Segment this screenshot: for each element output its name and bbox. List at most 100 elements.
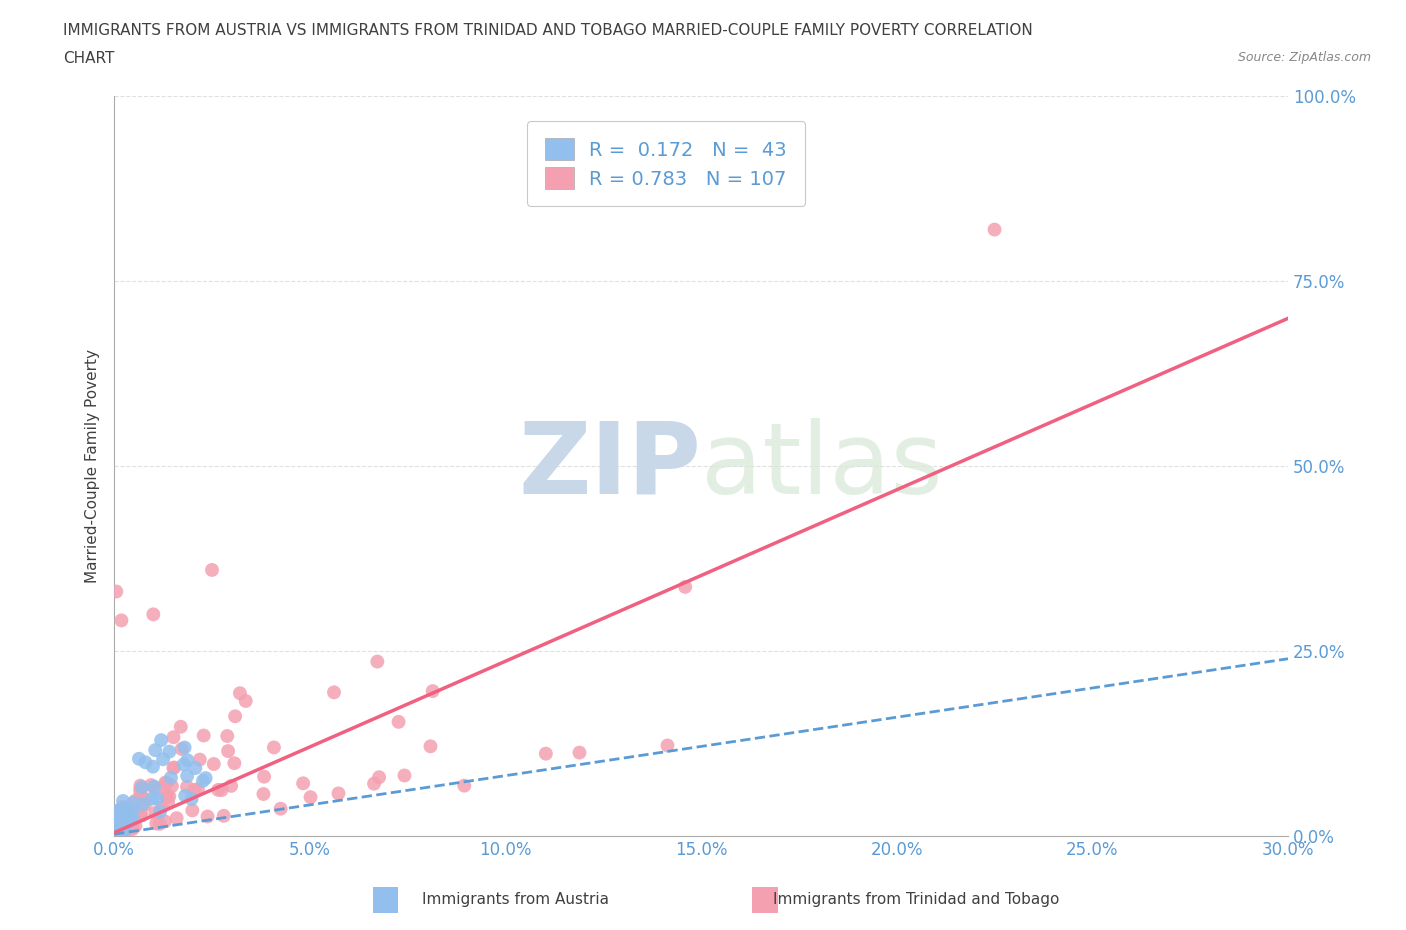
Point [107, 826, 129, 841]
Point [181, 803, 204, 817]
Point [114, 822, 136, 837]
Point [110, 613, 132, 628]
Point [229, 685, 252, 700]
Text: atlas: atlas [702, 418, 942, 515]
Point [568, 745, 591, 760]
Point [115, 803, 138, 817]
Point [124, 809, 146, 824]
Point [117, 801, 139, 816]
Point [129, 782, 152, 797]
Point [328, 786, 350, 801]
Point [108, 813, 131, 828]
Point [108, 806, 131, 821]
Point [323, 684, 346, 699]
Point [111, 800, 134, 815]
Point [117, 814, 139, 829]
Point [122, 795, 145, 810]
Point [104, 826, 127, 841]
Point [202, 756, 225, 771]
Y-axis label: Married-Couple Family Poverty: Married-Couple Family Poverty [86, 350, 100, 583]
Point [156, 789, 179, 804]
Point [142, 759, 165, 774]
Point [120, 819, 142, 834]
Point [112, 804, 135, 819]
Point [103, 828, 125, 843]
Point [217, 728, 239, 743]
Point [124, 793, 146, 808]
Point [104, 809, 127, 824]
Point [117, 809, 139, 824]
Point [194, 771, 217, 786]
Text: CHART: CHART [63, 51, 115, 66]
Point [143, 805, 166, 820]
Point [107, 816, 129, 830]
Point [224, 709, 246, 724]
Point [111, 825, 134, 840]
Point [143, 779, 166, 794]
Point [673, 579, 696, 594]
Point [422, 684, 444, 698]
Point [657, 738, 679, 753]
Point [453, 778, 475, 793]
Point [131, 808, 153, 823]
Point [112, 827, 135, 842]
Point [368, 770, 391, 785]
Point [118, 814, 141, 829]
Point [112, 822, 135, 837]
Point [120, 817, 142, 831]
Point [104, 827, 127, 842]
Point [129, 786, 152, 801]
Point [170, 719, 193, 734]
Text: Immigrants from Austria: Immigrants from Austria [422, 892, 609, 907]
Point [120, 811, 142, 826]
Point [184, 761, 207, 776]
Point [118, 816, 141, 830]
Point [162, 730, 184, 745]
Point [191, 774, 214, 789]
Point [107, 804, 129, 818]
Point [121, 820, 143, 835]
Point [201, 563, 224, 578]
Point [143, 743, 166, 758]
Point [118, 812, 141, 827]
Point [115, 800, 138, 815]
Point [183, 782, 205, 797]
Point [173, 757, 195, 772]
Point [105, 816, 128, 830]
Point [253, 769, 276, 784]
Point [128, 751, 150, 766]
Point [292, 776, 315, 790]
Point [270, 802, 292, 817]
Point [534, 746, 557, 761]
Point [387, 714, 409, 729]
Point [143, 781, 166, 796]
Point [150, 800, 173, 815]
Point [162, 761, 184, 776]
Point [157, 744, 180, 759]
Point [141, 791, 163, 806]
Text: Immigrants from Trinidad and Tobago: Immigrants from Trinidad and Tobago [773, 892, 1060, 907]
Point [117, 801, 139, 816]
Point [263, 740, 285, 755]
Point [419, 739, 441, 754]
Text: IMMIGRANTS FROM AUSTRIA VS IMMIGRANTS FROM TRINIDAD AND TOBAGO MARRIED-COUPLE FA: IMMIGRANTS FROM AUSTRIA VS IMMIGRANTS FR… [63, 23, 1033, 38]
Point [193, 728, 215, 743]
Point [163, 760, 186, 775]
Point [118, 802, 141, 817]
Point [366, 654, 388, 669]
Point [149, 817, 172, 831]
Point [197, 809, 219, 824]
Point [112, 805, 135, 820]
Point [207, 782, 229, 797]
Point [120, 809, 142, 824]
Point [134, 755, 156, 770]
Point [235, 694, 257, 709]
Point [105, 811, 128, 826]
Point [212, 808, 235, 823]
Point [121, 821, 143, 836]
Point [299, 790, 322, 804]
Point [117, 814, 139, 829]
Point [111, 829, 134, 844]
Point [114, 806, 136, 821]
Point [112, 793, 135, 808]
